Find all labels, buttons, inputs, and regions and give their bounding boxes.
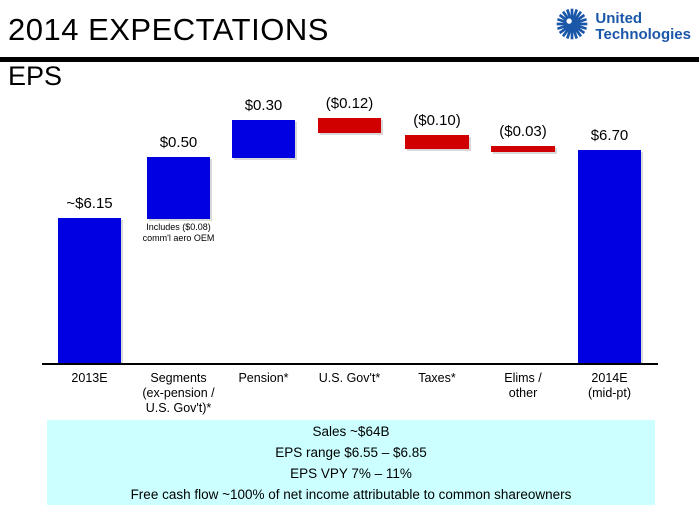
summary-eps-range: EPS range $6.55 – $6.85	[275, 444, 427, 460]
logo-line2: Technologies	[595, 25, 691, 43]
x-axis-label: 2014E (mid-pt)	[587, 371, 632, 400]
chart-bar	[491, 146, 555, 152]
chart-bar	[147, 157, 210, 219]
x-axis-label: Elims / other	[504, 371, 542, 400]
x-axis-label: U.S. Gov't*	[318, 371, 381, 385]
chart-bar	[578, 150, 641, 363]
logo-line1: United	[595, 9, 643, 27]
logo-wordmark: United Technologies	[595, 9, 691, 43]
chart-bar	[318, 118, 381, 133]
summary-box: Sales ~$64B EPS range $6.55 – $6.85 EPS …	[47, 420, 655, 505]
summary-free-cash-flow: Free cash flow ~100% of net income attri…	[130, 486, 572, 502]
x-axis-label: Pension*	[238, 371, 289, 385]
bar-value-label: $0.50	[159, 134, 198, 151]
title-underline	[0, 57, 699, 62]
bar-value-label: ($0.03)	[499, 123, 547, 140]
chart-bar	[232, 120, 295, 158]
bar-value-label: $0.30	[244, 97, 283, 114]
summary-eps-vpy: EPS VPY 7% – 11%	[290, 465, 412, 481]
page-title: 2014 EXPECTATIONS	[8, 12, 329, 47]
bar-value-label: ($0.10)	[413, 112, 461, 129]
chart-bar	[58, 218, 121, 363]
x-axis-label: Segments (ex-pension / U.S. Gov't)*	[142, 371, 215, 415]
chart-title: EPS	[8, 61, 63, 91]
x-axis-line	[42, 363, 658, 365]
bar-value-label: $6.70	[590, 127, 629, 144]
x-axis-label: Taxes*	[418, 371, 456, 385]
united-technologies-logo: United Technologies	[554, 6, 691, 47]
bar-annotation: Includes ($0.08) comm'l aero OEM	[142, 222, 215, 243]
bar-value-label: ($0.12)	[325, 95, 374, 112]
summary-sales: Sales ~$64B	[312, 423, 390, 439]
x-axis-label: 2013E	[71, 371, 108, 385]
chart-bar	[405, 135, 469, 149]
bar-value-label: ~$6.15	[66, 195, 113, 212]
united-technologies-logo-icon	[554, 6, 590, 47]
